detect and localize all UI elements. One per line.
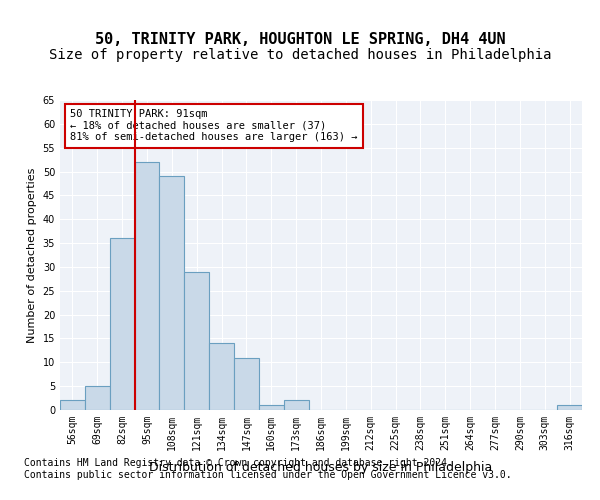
Bar (134, 162, 160, 410)
Bar (284, 400, 308, 410)
Bar (557, 405, 582, 410)
Bar (184, 272, 209, 410)
Bar (234, 358, 259, 410)
Text: Contains HM Land Registry data © Crown copyright and database right 2024.: Contains HM Land Registry data © Crown c… (24, 458, 453, 468)
Text: Size of property relative to detached houses in Philadelphia: Size of property relative to detached ho… (49, 48, 551, 62)
Text: Contains public sector information licensed under the Open Government Licence v3: Contains public sector information licen… (24, 470, 512, 480)
Bar (259, 405, 284, 410)
Bar (160, 176, 184, 410)
Y-axis label: Number of detached properties: Number of detached properties (27, 168, 37, 342)
Bar (110, 238, 134, 410)
Text: 50, TRINITY PARK, HOUGHTON LE SPRING, DH4 4UN: 50, TRINITY PARK, HOUGHTON LE SPRING, DH… (95, 32, 505, 48)
Bar (209, 343, 234, 410)
Text: 50 TRINITY PARK: 91sqm
← 18% of detached houses are smaller (37)
81% of semi-det: 50 TRINITY PARK: 91sqm ← 18% of detached… (70, 110, 358, 142)
Bar (85, 386, 110, 410)
X-axis label: Distribution of detached houses by size in Philadelphia: Distribution of detached houses by size … (149, 461, 493, 474)
Bar (60, 400, 85, 410)
